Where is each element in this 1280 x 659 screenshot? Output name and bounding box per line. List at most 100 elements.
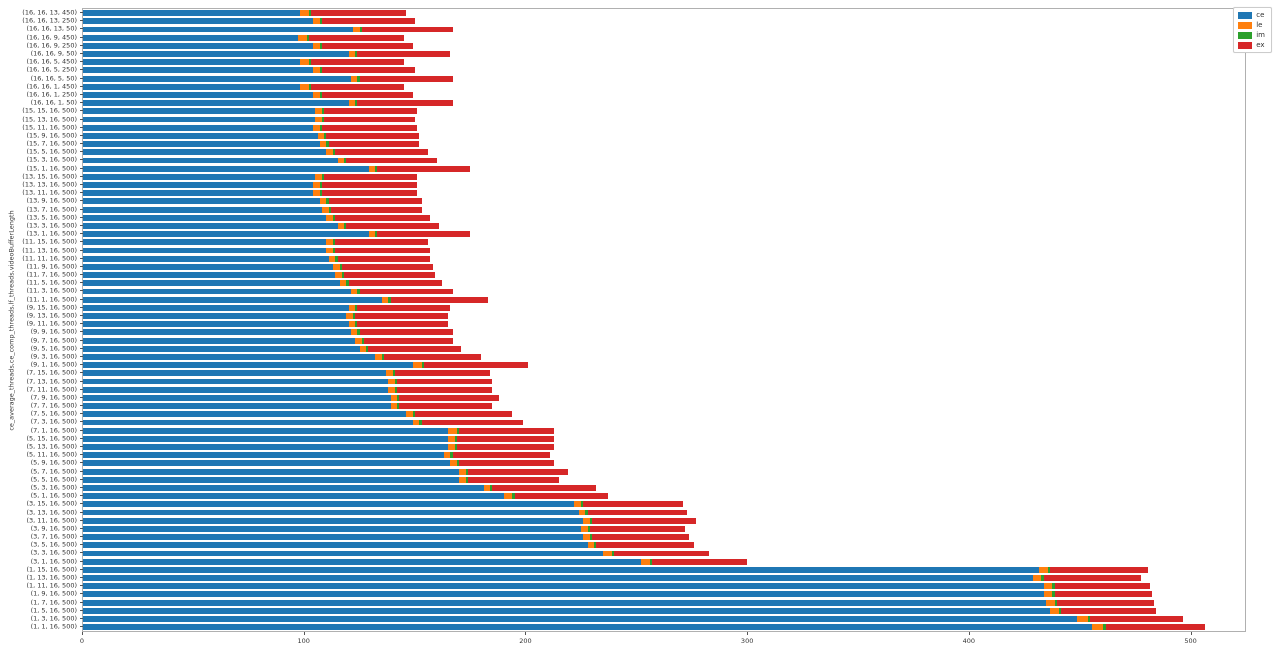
bar-segment-le — [299, 10, 309, 17]
bar-segment-ex — [346, 223, 440, 229]
bar-segment-le — [448, 444, 455, 450]
bar-row: (13, 7, 16, 500) — [26, 206, 1245, 214]
bar-segment-im — [395, 378, 398, 385]
y-tick-mark — [80, 265, 83, 267]
bar-row: (13, 1, 16, 500) — [26, 230, 1245, 238]
y-tick-mark — [80, 85, 83, 87]
bar-segment-im — [355, 100, 358, 107]
y-tick-label: (3, 9, 16, 500) — [30, 524, 77, 533]
bar-segment-le — [337, 223, 345, 229]
bar-segment-ex — [1054, 591, 1152, 598]
y-tick-label: (16, 16, 9, 250) — [26, 41, 77, 50]
bar-segment-im — [1087, 616, 1091, 622]
bar-segment-ex — [322, 182, 418, 188]
y-tick-mark — [80, 200, 83, 202]
stacked-bar — [83, 239, 1245, 246]
stacked-bar — [83, 165, 1245, 172]
bar-segment-le — [386, 370, 393, 377]
bar-row: (15, 5, 16, 500) — [26, 148, 1245, 156]
bar-segment-ex — [322, 42, 413, 49]
y-tick-mark — [80, 626, 83, 628]
bar-segment-ce — [83, 485, 484, 491]
stacked-bar — [83, 591, 1245, 598]
bar-row: (11, 9, 16, 500) — [26, 263, 1245, 271]
bar-segment-le — [1050, 607, 1060, 614]
bar-segment-ce — [83, 141, 320, 148]
bar-row: (5, 7, 16, 500) — [31, 468, 1245, 476]
bar-row: (1, 1, 16, 500) — [31, 623, 1245, 631]
y-tick-mark — [80, 421, 83, 423]
stacked-bar — [83, 378, 1245, 385]
y-tick-label: (3, 13, 16, 500) — [26, 508, 77, 517]
y-tick-mark — [80, 216, 83, 218]
y-tick-mark — [80, 224, 83, 226]
bar-segment-im — [357, 329, 360, 336]
y-tick-label: (9, 7, 16, 500) — [30, 336, 77, 345]
y-tick-label: (13, 7, 16, 500) — [26, 205, 77, 214]
stacked-bar — [83, 566, 1245, 573]
bar-segment-ce — [83, 108, 316, 115]
bar-segment-ce — [83, 304, 349, 311]
bar-segment-ex — [335, 149, 429, 156]
bar-segment-im — [319, 124, 322, 131]
bar-segment-le — [583, 534, 590, 541]
y-tick-label: (9, 1, 16, 500) — [30, 360, 77, 369]
bar-segment-ce — [83, 51, 349, 57]
stacked-bar — [83, 42, 1245, 49]
bar-row: (11, 15, 16, 500) — [22, 238, 1245, 246]
bar-segment-le — [459, 476, 466, 483]
y-tick-mark — [80, 20, 83, 22]
y-tick-mark — [80, 527, 83, 529]
y-tick-label: (16, 16, 9, 450) — [26, 33, 77, 42]
bar-segment-le — [1045, 599, 1055, 606]
stacked-bar — [83, 493, 1245, 500]
stacked-bar — [83, 337, 1245, 344]
x-tick-mark — [747, 632, 749, 635]
bar-segment-le — [388, 386, 396, 393]
bar-segment-le — [368, 165, 376, 172]
bar-row: (15, 9, 16, 500) — [26, 132, 1245, 140]
bar-segment-im — [594, 542, 597, 549]
stacked-bar — [83, 51, 1245, 57]
y-tick-label: (16, 16, 1, 250) — [26, 90, 77, 99]
bar-segment-im — [324, 132, 327, 139]
y-tick-mark — [80, 405, 83, 407]
bar-segment-im — [339, 263, 342, 270]
y-tick-label: (7, 3, 16, 500) — [30, 417, 77, 426]
y-tick-label: (11, 7, 16, 500) — [26, 270, 77, 279]
bar-segment-ex — [328, 141, 420, 148]
stacked-bar — [83, 550, 1245, 557]
bar-segment-im — [357, 75, 360, 82]
bar-segment-ce — [83, 263, 334, 270]
y-tick-mark — [80, 12, 83, 14]
bar-segment-ce — [83, 591, 1044, 598]
bar-segment-im — [361, 337, 365, 344]
bar-segment-ce — [83, 607, 1051, 614]
bar-segment-ex — [357, 304, 451, 311]
y-tick-mark — [80, 28, 83, 30]
bar-segment-ce — [83, 394, 391, 401]
y-tick-mark — [80, 372, 83, 374]
bar-segment-ex — [589, 525, 685, 532]
stacked-bar — [83, 427, 1245, 434]
bar-segment-ex — [324, 108, 418, 115]
bar-segment-im — [344, 157, 347, 164]
bar-segment-le — [326, 149, 334, 156]
bar-segment-ce — [83, 34, 298, 41]
y-tick-mark — [80, 462, 83, 464]
stacked-bar — [83, 272, 1245, 279]
legend-label-im: im — [1256, 31, 1265, 39]
stacked-bar — [83, 141, 1245, 148]
stacked-bar — [83, 132, 1245, 139]
bar-segment-ce — [83, 231, 369, 238]
bar-segment-im — [322, 108, 325, 115]
bar-row: (7, 11, 16, 500) — [26, 386, 1245, 394]
bar-segment-ex — [359, 75, 453, 82]
bar-row: (15, 3, 16, 500) — [26, 156, 1245, 164]
bar-row: (5, 15, 16, 500) — [26, 435, 1245, 443]
y-tick-mark — [80, 495, 83, 497]
stacked-bar — [83, 59, 1245, 66]
y-tick-label: (15, 13, 16, 500) — [22, 115, 77, 124]
bar-segment-ex — [395, 370, 491, 377]
y-tick-mark — [80, 609, 83, 611]
